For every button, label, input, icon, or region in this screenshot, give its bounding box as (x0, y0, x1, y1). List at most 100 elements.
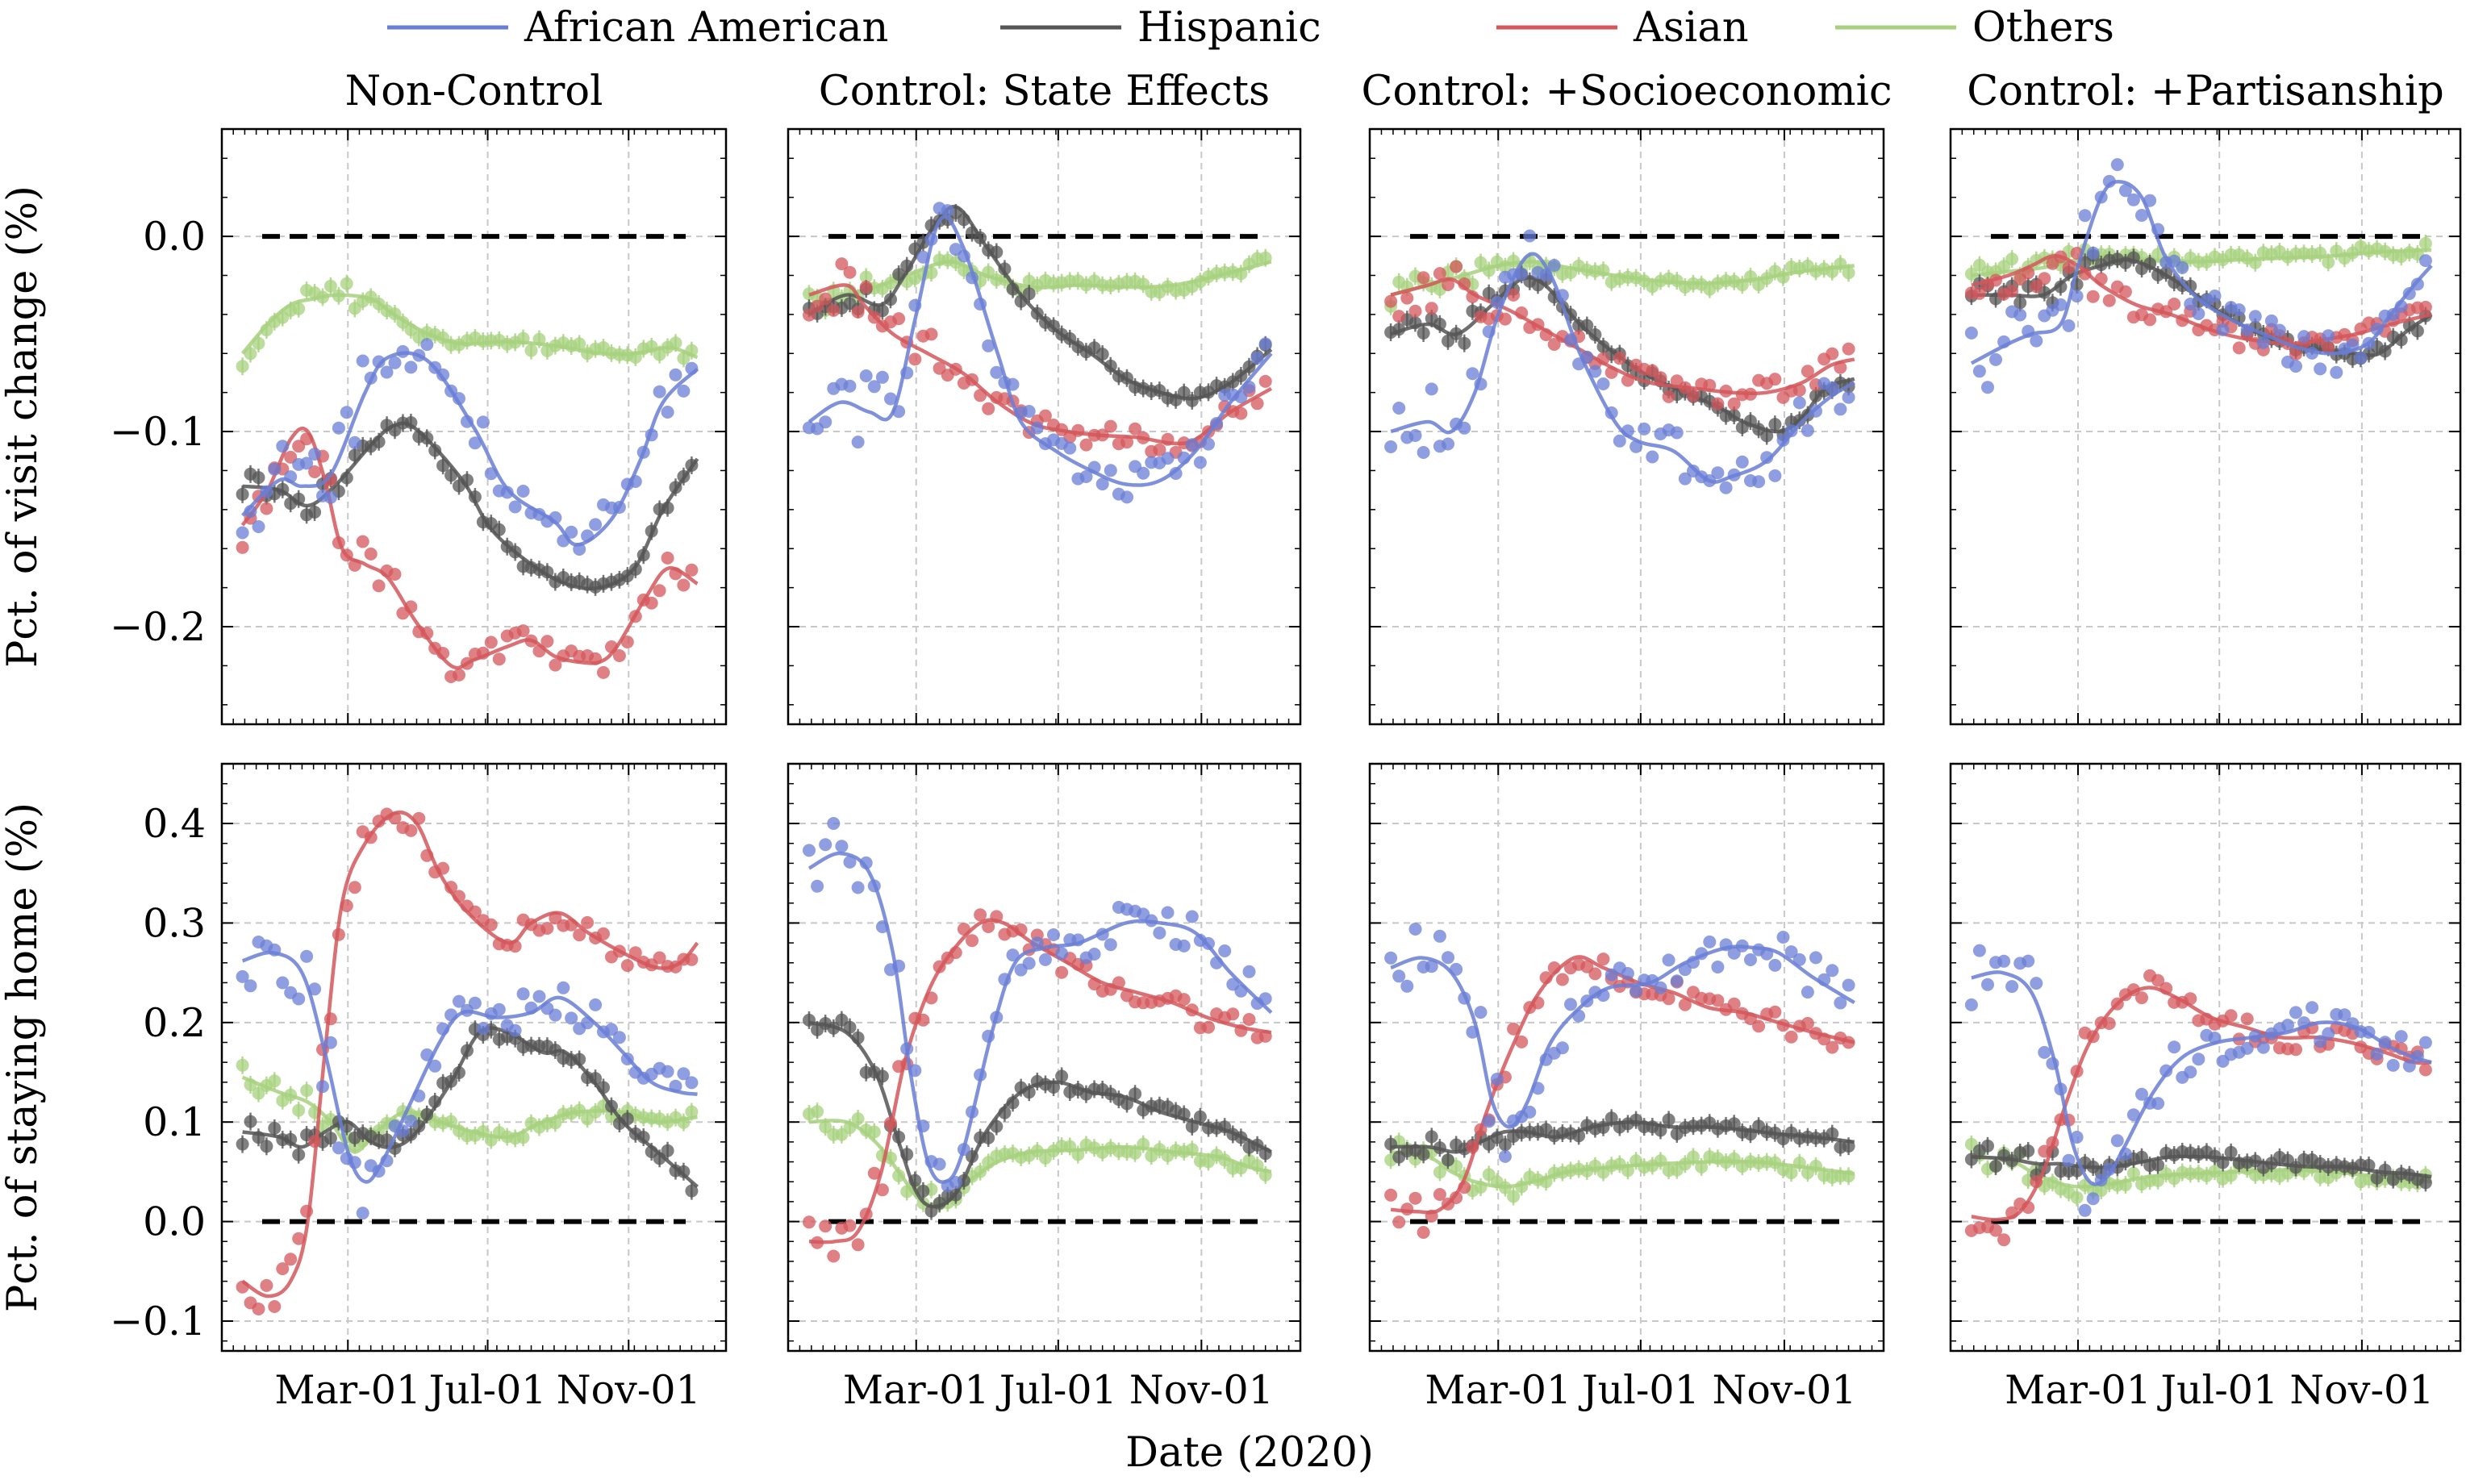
data-point (1678, 472, 1692, 486)
data-point (1234, 406, 1248, 420)
data-point (851, 881, 865, 894)
data-point (1242, 965, 1256, 978)
data-point (1022, 405, 1036, 418)
trend-line (1390, 252, 1855, 484)
data-point (612, 649, 626, 662)
data-point (1989, 352, 2002, 366)
data-point (1458, 336, 1471, 350)
data-point (260, 502, 273, 515)
data-point (661, 1144, 674, 1157)
data-point (1169, 467, 1183, 480)
axes-frame (787, 762, 1302, 1353)
data-point (1104, 464, 1117, 477)
data-point (516, 987, 530, 1001)
data-point (2110, 1134, 2124, 1148)
data-point (1392, 969, 1406, 983)
data-point (1055, 947, 1069, 961)
data-point (589, 998, 603, 1011)
panel-r1-c2: Mar-01 Jul-01 Nov-01 (1368, 762, 1885, 1413)
data-point (2126, 1108, 2140, 1122)
data-point (2086, 246, 2100, 260)
data-point (1442, 1153, 1454, 1167)
data-point (565, 525, 578, 539)
data-point (2418, 236, 2432, 250)
data-point (1768, 1005, 1782, 1019)
data-point (1079, 438, 1093, 452)
y-axis-label: Pct. of visit change (%) (0, 186, 47, 668)
data-point (2232, 303, 2246, 317)
data-point (332, 421, 345, 435)
data-point (549, 658, 562, 672)
x-tick-label: Jul-01 (425, 1367, 547, 1413)
data-point (2176, 261, 2189, 274)
data-point (605, 1023, 618, 1036)
data-point (827, 303, 841, 317)
data-point (2168, 298, 2181, 311)
data-point (1662, 390, 1675, 403)
series-others (236, 1056, 699, 1154)
data-point (1218, 944, 1232, 957)
data-point (1834, 996, 1847, 1010)
data-point (323, 490, 337, 504)
data-point (653, 385, 666, 398)
data-point (867, 380, 881, 394)
data-point (982, 339, 995, 352)
data-point (2322, 341, 2335, 355)
axis-ticks (222, 764, 727, 1351)
panel-title: Non-Control (345, 68, 603, 115)
series-african-american (236, 338, 699, 556)
data-point (2232, 341, 2246, 355)
data-point (589, 518, 603, 531)
data-point (875, 1183, 889, 1197)
series-asian (803, 908, 1272, 1263)
data-point (620, 636, 634, 648)
data-point (484, 918, 498, 932)
panel-r0-c3: Control: +Partisanship (1949, 68, 2462, 726)
chart-axis-labels: Date (2020) Pct. of visit change (%) Pct.… (0, 186, 1374, 1477)
data-point (1408, 429, 1422, 442)
data-point (2281, 1019, 2294, 1032)
data-point (1055, 965, 1069, 979)
x-axis-label: Date (2020) (1125, 1429, 1374, 1477)
data-point (1185, 910, 1199, 923)
data-point (669, 336, 682, 350)
data-point (2418, 254, 2432, 268)
data-point (803, 308, 816, 322)
y-tick-label: 0.2 (143, 1000, 206, 1046)
data-point (1801, 365, 1814, 378)
gridlines (1951, 129, 2460, 724)
data-point (1662, 992, 1675, 1006)
y-tick-label: 0.1 (143, 1099, 206, 1145)
data-point (1079, 470, 1093, 483)
data-point (2030, 280, 2043, 294)
data-point (1507, 1190, 1521, 1203)
data-point (1964, 326, 1978, 340)
data-point (1826, 381, 1839, 394)
data-point (508, 500, 522, 514)
data-point (2126, 193, 2140, 206)
axis-ticks (788, 764, 1301, 1351)
data-point (1226, 1007, 1240, 1021)
data-point (843, 855, 857, 869)
data-point (843, 379, 857, 393)
trend-line (808, 1119, 1272, 1207)
data-point (1735, 455, 1749, 469)
data-point (2289, 348, 2302, 361)
data-point (2005, 980, 2019, 994)
data-point (565, 1011, 578, 1025)
data-point (1022, 957, 1036, 970)
data-point (356, 1207, 369, 1220)
data-point (1784, 1030, 1798, 1044)
data-point (252, 520, 265, 533)
panel-r0-c0: 0.0 −0.1 −0.2 Non-Control (110, 68, 728, 726)
data-point (2314, 1035, 2327, 1048)
data-point (1662, 953, 1675, 967)
data-point (1185, 438, 1199, 452)
data-point (300, 1084, 314, 1098)
data-point (2126, 1166, 2140, 1180)
data-point (2256, 1040, 2270, 1054)
trend-line (1970, 180, 2433, 365)
data-point (1997, 954, 2011, 968)
data-point (364, 547, 378, 561)
data-point (323, 279, 337, 293)
